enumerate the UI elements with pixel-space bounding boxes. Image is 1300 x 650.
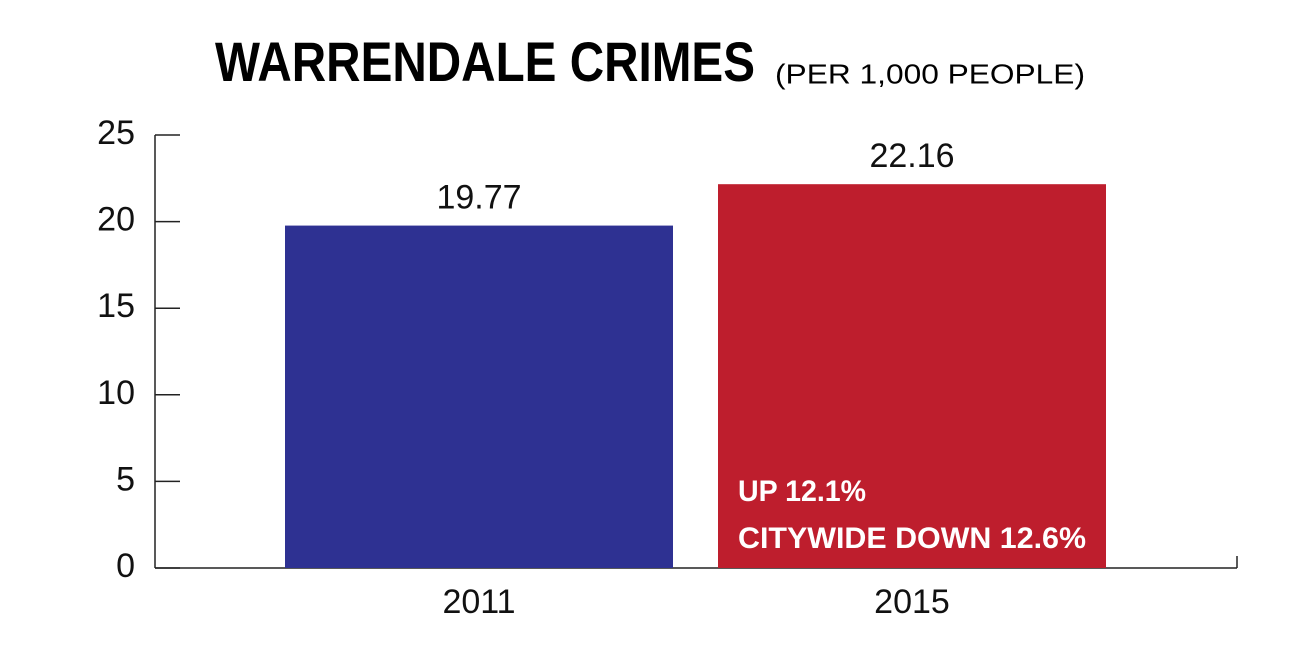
y-tick-label: 10 xyxy=(97,374,135,412)
x-tick-label: 2015 xyxy=(874,583,950,621)
annotation: UP 12.1% xyxy=(738,475,866,508)
y-tick-label: 15 xyxy=(97,287,135,325)
y-tick-label: 20 xyxy=(97,201,135,239)
bar xyxy=(718,184,1106,569)
y-tick-label: 25 xyxy=(97,114,135,152)
value-label: 22.16 xyxy=(869,137,954,175)
y-tick-label: 5 xyxy=(116,460,135,498)
value-label: 19.77 xyxy=(436,179,521,217)
x-tick-label: 2011 xyxy=(442,583,515,621)
chart-subtitle: (PER 1,000 PEOPLE) xyxy=(775,58,1085,89)
annotation: CITYWIDE DOWN 12.6% xyxy=(738,522,1086,555)
y-tick-label: 0 xyxy=(116,547,135,585)
chart-title: WARRENDALE CRIMES xyxy=(215,30,755,93)
bar xyxy=(285,225,673,568)
